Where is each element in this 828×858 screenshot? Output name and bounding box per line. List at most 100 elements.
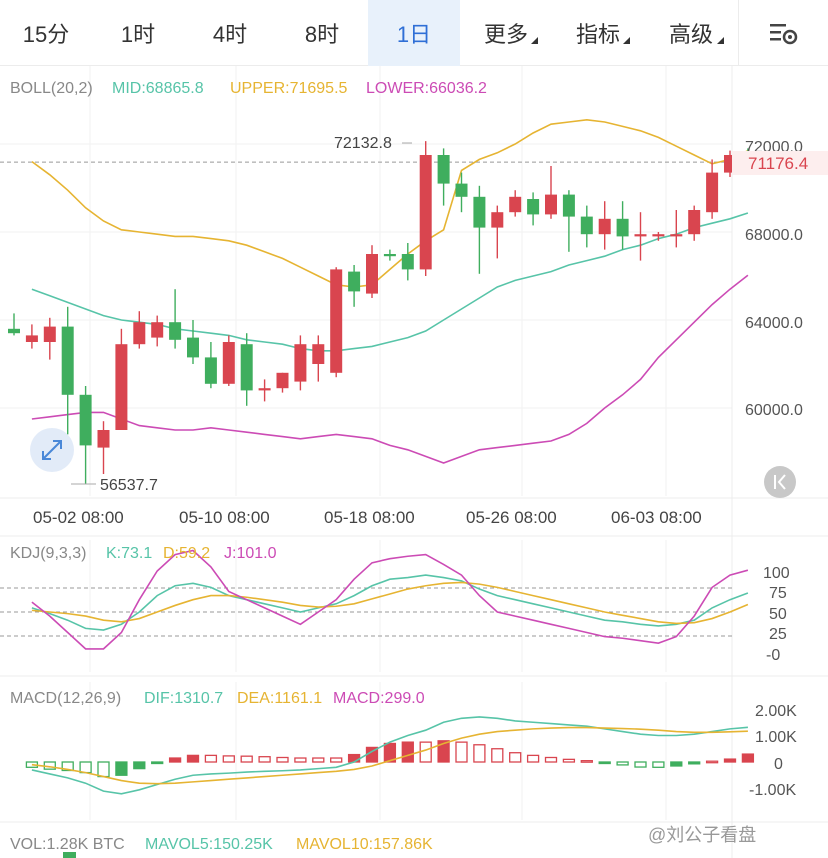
tab-1[interactable]: 1时 xyxy=(92,0,184,66)
candle-body xyxy=(670,234,683,237)
tab-label: 更多 xyxy=(483,22,528,47)
candle-body xyxy=(276,372,289,389)
macd-histogram-bar xyxy=(312,757,325,763)
macd-dif-line xyxy=(31,716,748,795)
macd-histogram-bar xyxy=(383,742,397,763)
macd-histogram-bar xyxy=(437,740,450,763)
kdj-axis-0: -0 xyxy=(766,647,780,664)
macd-title: MACD(12,26,9) xyxy=(10,690,121,707)
macd-histogram-bar xyxy=(186,754,200,763)
macd-histogram-bar xyxy=(509,752,522,763)
tab-7[interactable]: 高级 xyxy=(644,0,738,66)
macd-axis-minus1k: -1.00K xyxy=(749,782,796,799)
candle-body xyxy=(240,344,253,391)
tab-4[interactable]: 1日 xyxy=(368,0,460,66)
candle-body xyxy=(115,344,128,430)
macd-histogram-bar xyxy=(204,754,218,763)
dropdown-triangle-icon xyxy=(531,37,538,44)
macd-histogram-bar xyxy=(580,760,593,763)
macd-histogram-bar xyxy=(294,757,307,763)
macd-histogram-bar xyxy=(562,758,576,763)
chart-settings-button[interactable] xyxy=(738,0,828,66)
tab-label: 高级 xyxy=(668,22,713,47)
macd-histogram-bar xyxy=(670,761,683,767)
macd-axis-1k: 1.00K xyxy=(755,729,797,746)
tab-6[interactable]: 指标 xyxy=(552,0,644,66)
macd-histogram-bar xyxy=(151,761,164,765)
kdj-axis-50: 50 xyxy=(769,606,787,623)
macd-histogram-bar xyxy=(526,754,540,763)
macd-histogram-bar xyxy=(133,761,146,770)
timeframe-tab-bar: 15分 1时 4时 8时 1日 更多 指标 高级 xyxy=(0,0,828,66)
candle-body xyxy=(383,254,396,257)
tab-2[interactable]: 4时 xyxy=(184,0,276,66)
tab-label: 指标 xyxy=(575,22,620,47)
dropdown-triangle-icon xyxy=(623,37,630,44)
candle-body xyxy=(79,394,92,446)
kdj-d-value: D:59.2 xyxy=(163,545,210,562)
macd-histogram-bar xyxy=(330,757,343,763)
macd-histogram-bar xyxy=(598,761,611,765)
tab-3[interactable]: 8时 xyxy=(276,0,368,66)
candle-body xyxy=(204,357,217,384)
candle-body xyxy=(169,322,182,340)
candle-body xyxy=(527,199,540,215)
tab-label: 4时 xyxy=(212,22,248,47)
kdj-j-value: J:101.0 xyxy=(224,545,277,562)
candle-body xyxy=(61,326,74,395)
candle-body xyxy=(616,218,629,237)
kdj-k-line xyxy=(31,574,749,631)
macd-histogram-bar xyxy=(222,755,235,763)
macd-histogram-bar xyxy=(168,757,182,763)
price-axis-label-68000: 68000.0 xyxy=(745,227,803,244)
boll-mid-value: MID:68865.8 xyxy=(112,80,204,97)
candle-body xyxy=(258,388,271,391)
tab-0[interactable]: 15分 xyxy=(0,0,92,66)
kdj-axis-25: 25 xyxy=(769,626,787,643)
kdj-k-value: K:73.1 xyxy=(106,545,152,562)
candle-body xyxy=(419,155,432,270)
macd-histogram-bar xyxy=(61,761,74,772)
boll-title: BOLL(20,2) xyxy=(10,80,93,97)
current-price-label: 71176.4 xyxy=(748,154,808,173)
chart-settings-icon xyxy=(769,24,797,45)
kdj-title: KDJ(9,3,3) xyxy=(10,545,86,562)
skip-to-end-icon xyxy=(774,474,786,490)
boll-upper-value: UPPER:71695.5 xyxy=(230,80,348,97)
candle-body xyxy=(25,335,38,342)
candle-body xyxy=(294,344,307,382)
macd-histogram-bar xyxy=(723,758,737,763)
kdj-axis-75: 75 xyxy=(769,585,787,602)
macd-histogram-bar xyxy=(258,756,271,763)
candle-body xyxy=(473,196,486,228)
candle-body xyxy=(187,337,199,358)
macd-dea-value: DEA:1161.1 xyxy=(237,690,322,707)
scroll-to-latest-button[interactable] xyxy=(764,466,796,498)
date-label-0603: 06-03 08:00 xyxy=(611,508,702,527)
candle-body xyxy=(580,216,593,235)
candle-body xyxy=(562,194,575,217)
candle-body xyxy=(348,271,361,292)
boll-upper-line xyxy=(31,118,749,288)
macd-histogram-bar xyxy=(491,748,504,763)
candle-body xyxy=(222,342,235,384)
candle-body xyxy=(97,430,110,448)
tab-5[interactable]: 更多 xyxy=(460,0,552,66)
expand-chart-button[interactable] xyxy=(30,428,74,472)
chart-grid xyxy=(0,66,828,858)
candle-body xyxy=(509,196,522,213)
macd-histogram-bar xyxy=(688,761,701,765)
boll-lower-value: LOWER:66036.2 xyxy=(366,80,487,97)
candle-body xyxy=(366,254,378,294)
candle-body xyxy=(491,212,504,228)
candle-body xyxy=(330,269,343,373)
price-axis-label-60000: 60000.0 xyxy=(745,402,803,419)
macd-histogram-bar xyxy=(455,741,468,763)
macd-histogram-bar xyxy=(79,761,92,774)
macd-axis-0: 0 xyxy=(774,756,783,773)
tab-label: 1时 xyxy=(120,22,156,47)
candle-body xyxy=(545,194,557,215)
candle-body xyxy=(437,155,450,184)
candle-body xyxy=(455,183,468,197)
